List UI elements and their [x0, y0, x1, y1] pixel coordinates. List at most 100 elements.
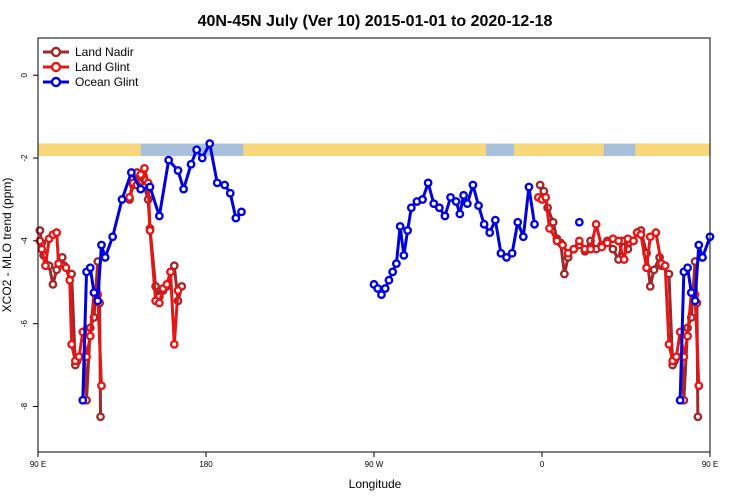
data-point: [225, 188, 235, 198]
data-point: [136, 170, 146, 180]
data-point: [574, 217, 584, 227]
data-point: [78, 395, 88, 405]
series-layer: [35, 139, 715, 422]
data-point: [468, 180, 478, 190]
data-point: [67, 339, 77, 349]
land-strip-segment: [38, 143, 141, 156]
data-point: [462, 199, 472, 209]
data-point: [496, 248, 506, 258]
x-tick-label: 0: [540, 460, 545, 469]
series-line: [538, 184, 700, 417]
data-point: [391, 259, 401, 269]
series-ocean-glint: [78, 139, 715, 405]
data-point: [558, 240, 567, 250]
data-point: [399, 250, 409, 260]
data-point: [563, 248, 573, 258]
data-point: [125, 192, 134, 202]
data-point: [446, 192, 455, 202]
data-point: [502, 253, 511, 262]
data-point: [694, 240, 704, 250]
data-point: [145, 226, 155, 235]
data-point: [173, 166, 183, 175]
data-point: [212, 178, 222, 188]
x-axis-label: Longitude: [349, 477, 402, 491]
data-point: [451, 197, 461, 206]
y-tick-label: -2: [20, 154, 29, 162]
series-land-nadir: [35, 168, 703, 422]
data-point: [205, 139, 215, 148]
data-point: [660, 261, 670, 271]
data-point: [54, 259, 63, 269]
data-point: [541, 192, 551, 202]
data-point: [614, 236, 623, 246]
data-point: [574, 236, 584, 246]
series-land-glint: [35, 164, 704, 391]
data-point: [380, 284, 390, 293]
chart-title: 40N-45N July (Ver 10) 2015-01-01 to 2020…: [198, 13, 553, 30]
x-tick-label: 90 W: [365, 460, 384, 469]
data-point: [602, 238, 612, 248]
data-point: [552, 236, 562, 246]
data-point: [108, 232, 118, 242]
data-point: [524, 182, 534, 192]
data-point: [513, 217, 523, 227]
data-point: [220, 180, 230, 190]
data-point: [89, 288, 99, 298]
data-point: [649, 265, 659, 275]
data-point: [145, 182, 155, 192]
data-point: [545, 224, 554, 233]
data-point: [136, 184, 146, 194]
data-point: [48, 279, 58, 289]
land-strip-segment: [635, 143, 710, 156]
data-point: [52, 228, 62, 237]
data-point: [154, 211, 164, 221]
data-point: [429, 199, 439, 209]
x-tick-label: 90 E: [30, 460, 46, 469]
data-point: [642, 263, 651, 273]
y-tick-label: -4: [20, 237, 29, 245]
y-tick-label: -6: [20, 320, 29, 328]
data-point: [186, 159, 196, 169]
data-point: [162, 279, 172, 289]
data-point: [139, 164, 149, 173]
data-point: [164, 155, 174, 165]
data-point: [474, 201, 483, 211]
data-point: [672, 352, 681, 362]
data-point: [586, 244, 595, 254]
data-point: [645, 281, 655, 291]
data-point: [683, 263, 692, 273]
data-point: [591, 219, 601, 229]
data-point: [608, 244, 618, 254]
legend-entry: Ocean Glint: [75, 75, 139, 89]
data-point: [97, 240, 106, 250]
data-point: [485, 228, 495, 237]
data-point: [169, 339, 179, 349]
legend-marker: [50, 61, 62, 73]
data-point: [93, 296, 103, 306]
data-point: [85, 331, 95, 341]
data-point: [418, 195, 427, 204]
legend-marker: [50, 46, 62, 58]
y-tick-label: 0: [20, 72, 29, 77]
data-point: [166, 267, 175, 277]
x-axis: 90 E 180 90 W 0 90 E: [30, 452, 718, 469]
data-point: [693, 412, 703, 422]
data-point: [664, 339, 674, 349]
land-strip-segment: [514, 143, 604, 156]
data-point: [440, 211, 450, 221]
series-line: [38, 231, 103, 386]
data-point: [100, 253, 110, 262]
data-point: [455, 209, 465, 219]
data-point: [377, 290, 386, 300]
data-point: [192, 145, 202, 155]
data-point: [41, 261, 50, 271]
data-point: [698, 253, 707, 262]
data-point: [518, 232, 528, 242]
data-point: [690, 296, 700, 306]
data-point: [384, 275, 394, 285]
data-point: [629, 236, 638, 246]
data-point: [169, 261, 179, 271]
data-point: [686, 288, 696, 298]
